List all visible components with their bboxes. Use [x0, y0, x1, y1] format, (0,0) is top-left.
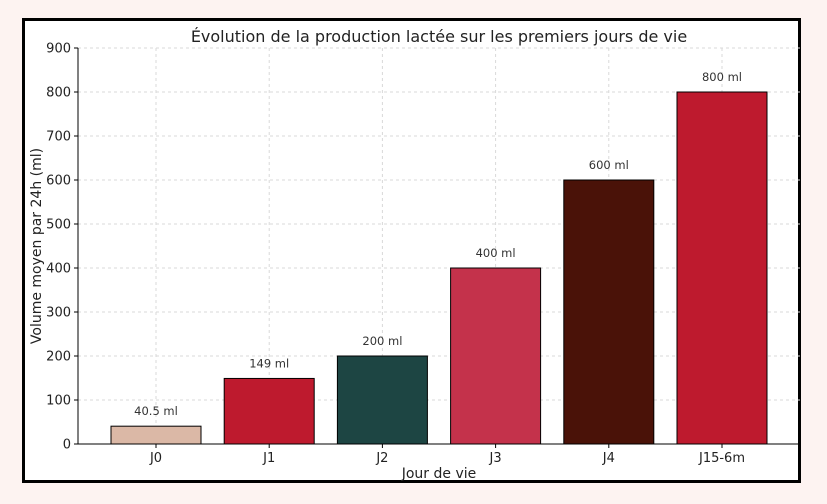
y-tick-label: 800 [46, 86, 71, 101]
data-label: 800 ml [702, 70, 742, 84]
data-label: 600 ml [589, 158, 629, 172]
y-tick-label: 100 [46, 394, 71, 409]
data-label: 200 ml [362, 334, 402, 348]
chart-title: Évolution de la production lactée sur le… [191, 27, 687, 46]
y-tick-label: 0 [63, 438, 71, 453]
bar-j3 [450, 267, 542, 445]
y-tick-label: 900 [46, 42, 71, 57]
data-label: 400 ml [476, 246, 516, 260]
x-axis-title: Jour de vie [401, 466, 477, 482]
x-tick-label: J3 [489, 451, 502, 466]
axes: 0 100 200 300 400 500 600 700 800 900 J0 J1 J2 J3 J4 J1… [46, 42, 800, 466]
bar-j4 [563, 179, 655, 445]
y-tick-label: 300 [46, 306, 71, 321]
y-tick-label: 600 [46, 174, 71, 189]
bar-j1 [223, 377, 315, 445]
x-tick-label: J15-6m [698, 451, 745, 466]
y-tick-label: 500 [46, 218, 71, 233]
y-tick-label: 400 [46, 262, 71, 277]
x-tick-label: J2 [375, 451, 388, 466]
bar-j0 [110, 425, 202, 445]
data-label: 40.5 ml [134, 404, 178, 418]
bar-j2 [336, 355, 428, 445]
x-tick-label: J0 [149, 451, 162, 466]
y-tick-label: 700 [46, 130, 71, 145]
x-tick-label: J1 [262, 451, 275, 466]
x-tick-label: J4 [602, 451, 615, 466]
data-labels: 40.5 ml 149 ml 200 ml 400 ml 600 ml 800 ml [134, 70, 742, 418]
data-label: 149 ml [249, 356, 289, 370]
bar-j15-6m [676, 91, 768, 445]
y-axis-title: Volume moyen par 24h (ml) [29, 148, 45, 344]
y-tick-label: 200 [46, 350, 71, 365]
bars [110, 91, 768, 445]
